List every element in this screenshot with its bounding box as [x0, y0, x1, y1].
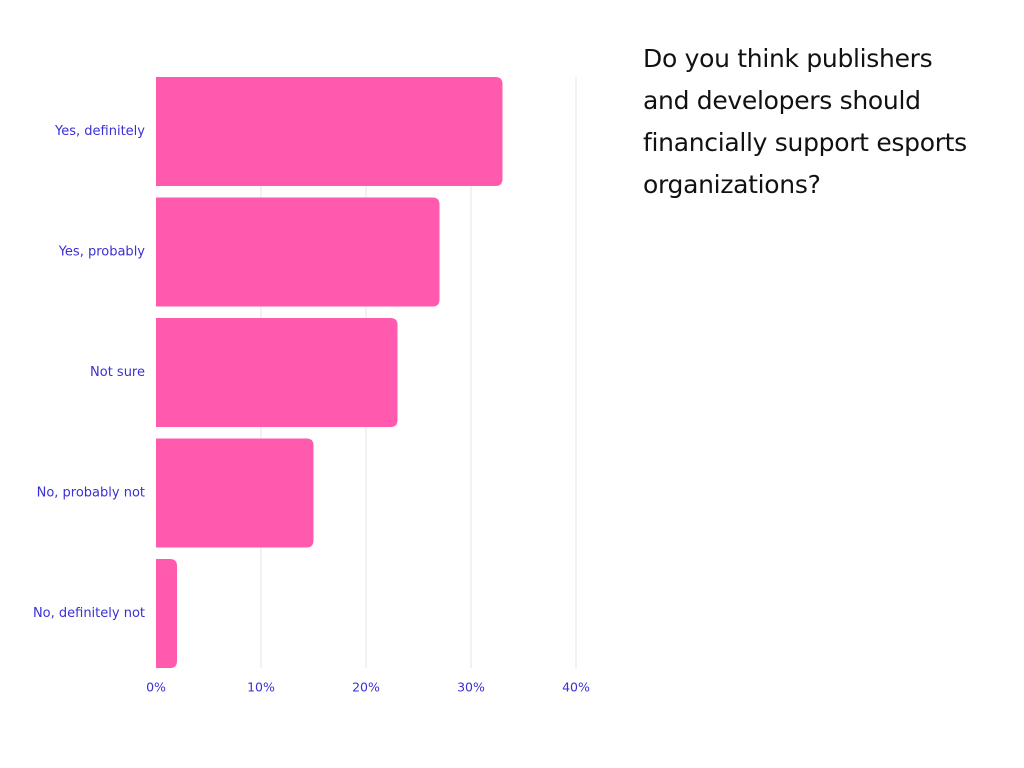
category-labels: Yes, definitely Yes, probably Not sure No, …: [33, 124, 145, 621]
category-label-0: Yes, definitely: [54, 124, 145, 139]
bar-2: [156, 318, 398, 427]
category-label-4: No, definitely not: [33, 606, 145, 621]
bar-3: [156, 438, 314, 548]
tick-label-0: 0%: [146, 680, 166, 695]
bar-4: [156, 559, 177, 668]
category-label-3: No, probably not: [37, 486, 145, 501]
bar-0: [156, 77, 503, 186]
tick-label-20: 20%: [352, 680, 380, 695]
tick-label-40: 40%: [562, 680, 590, 695]
bars: [156, 77, 503, 668]
bar-chart: Yes, definitely Yes, probably Not sure No, …: [33, 77, 590, 695]
tick-label-30: 30%: [457, 680, 485, 695]
tick-label-10: 10%: [247, 680, 275, 695]
category-label-1: Yes, probably: [58, 245, 146, 260]
x-axis-ticks: 0% 10% 20% 30% 40%: [146, 680, 590, 695]
chart-title: Do you think publishers and developers s…: [643, 44, 967, 199]
bar-1: [156, 197, 440, 307]
category-label-2: Not sure: [90, 365, 145, 380]
